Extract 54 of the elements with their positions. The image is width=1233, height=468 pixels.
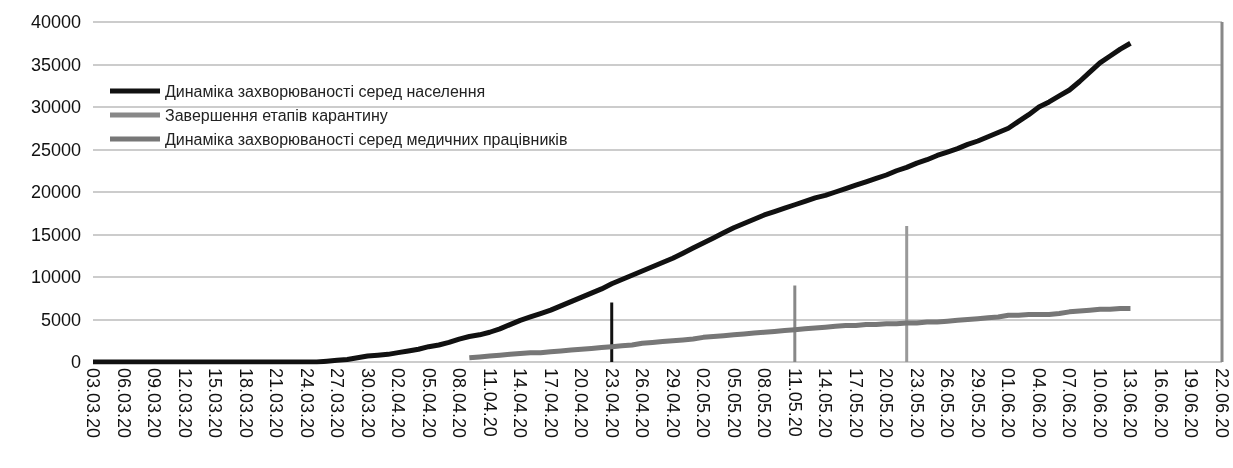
y-tick-label: 40000 xyxy=(30,12,81,32)
x-tick-label: 17.04.20 xyxy=(540,368,561,439)
x-tick-label: 18.03.20 xyxy=(235,368,256,439)
y-tick-label: 10000 xyxy=(30,267,81,287)
x-tick-label: 24.03.20 xyxy=(296,368,317,439)
x-tick-label: 17.05.20 xyxy=(845,368,866,439)
x-tick-label: 11.04.20 xyxy=(479,368,500,437)
x-tick-label: 30.03.20 xyxy=(357,368,378,439)
bar xyxy=(905,226,909,362)
x-tick-label: 29.05.20 xyxy=(967,368,988,439)
x-tick-label: 08.04.20 xyxy=(449,368,470,439)
x-tick-label: 08.05.20 xyxy=(754,368,775,439)
x-tick-label: 01.06.20 xyxy=(998,368,1019,439)
y-tick-label: 0 xyxy=(70,352,81,372)
x-tick-label: 04.06.20 xyxy=(1028,368,1049,439)
x-tick-label: 03.03.20 xyxy=(83,368,103,439)
x-tick-label: 23.04.20 xyxy=(601,368,622,439)
y-tick-label: 35000 xyxy=(30,54,81,75)
x-tick-label: 02.04.20 xyxy=(388,368,409,439)
y-tick-label: 20000 xyxy=(30,182,81,202)
x-tick-label: 14.04.20 xyxy=(510,368,531,439)
x-tick-label: 22.06.20 xyxy=(1212,368,1232,439)
x-tick-label: 29.04.20 xyxy=(662,368,683,439)
x-tick-label: 20.05.20 xyxy=(876,368,897,439)
bar xyxy=(793,285,797,362)
y-tick-label: 30000 xyxy=(30,97,81,117)
y-tick-label: 15000 xyxy=(30,224,81,245)
x-tick-label: 14.05.20 xyxy=(815,368,836,439)
x-tick-label: 07.06.20 xyxy=(1059,368,1080,439)
x-tick-label: 26.04.20 xyxy=(632,368,653,439)
y-tick-label: 25000 xyxy=(30,139,81,160)
y-tick-label: 5000 xyxy=(40,309,81,330)
x-tick-label: 09.03.20 xyxy=(144,368,165,439)
x-tick-label: 06.03.20 xyxy=(113,368,134,439)
x-tick-label: 26.05.20 xyxy=(937,368,958,439)
x-tick-label: 05.04.20 xyxy=(418,368,439,439)
x-tick-label: 13.06.20 xyxy=(1120,368,1141,439)
x-tick-label: 10.06.20 xyxy=(1089,368,1110,439)
x-tick-label: 27.03.20 xyxy=(327,368,348,439)
x-tick-label: 19.06.20 xyxy=(1181,368,1202,439)
bar xyxy=(610,302,614,362)
x-tick-label: 15.03.20 xyxy=(205,368,226,439)
x-tick-label: 21.03.20 xyxy=(266,368,287,439)
x-tick-label: 02.05.20 xyxy=(693,368,714,439)
legend-label: Динаміка захворюваності серед населення xyxy=(165,82,486,100)
x-tick-label: 12.03.20 xyxy=(174,368,195,439)
x-tick-label: 20.04.20 xyxy=(571,368,592,439)
x-tick-label: 11.05.20 xyxy=(784,368,805,437)
legend-label: Динаміка захворюваності серед медичних працівників xyxy=(165,130,568,148)
legend-label: Завершення етапів карантину xyxy=(165,106,388,124)
x-tick-label: 05.05.20 xyxy=(723,368,744,439)
x-tick-label: 16.06.20 xyxy=(1150,368,1171,439)
bar xyxy=(1220,22,1224,362)
x-tick-label: 23.05.20 xyxy=(906,368,927,439)
